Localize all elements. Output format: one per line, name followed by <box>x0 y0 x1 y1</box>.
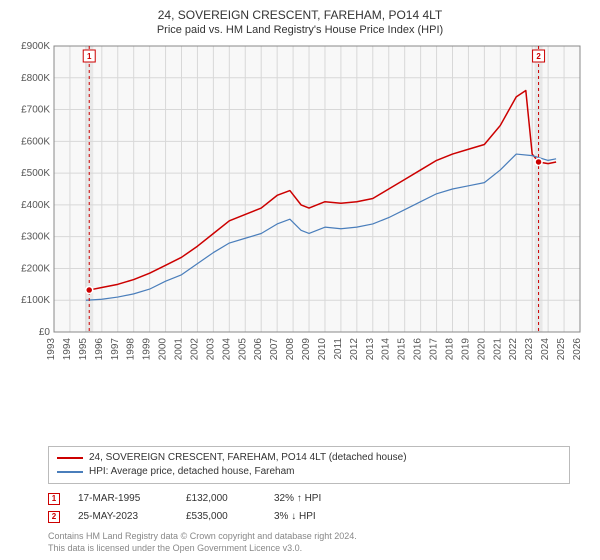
svg-text:1996: 1996 <box>94 338 105 361</box>
svg-text:2010: 2010 <box>317 338 328 361</box>
sale-date: 25-MAY-2023 <box>78 508 168 526</box>
svg-text:1994: 1994 <box>62 338 73 361</box>
svg-text:2022: 2022 <box>508 338 519 361</box>
svg-text:2000: 2000 <box>158 338 169 361</box>
svg-text:2015: 2015 <box>397 338 408 361</box>
sale-price: £132,000 <box>186 490 256 508</box>
attribution-line: This data is licensed under the Open Gov… <box>48 542 570 554</box>
svg-text:1995: 1995 <box>78 338 89 361</box>
line-chart: £0 £100K £200K £300K £400K £500K £600K £700K £80… <box>8 42 592 372</box>
svg-text:1: 1 <box>87 52 92 61</box>
svg-text:1999: 1999 <box>142 338 153 361</box>
svg-text:1997: 1997 <box>110 338 121 361</box>
svg-text:2004: 2004 <box>221 338 232 361</box>
svg-text:2002: 2002 <box>189 338 200 361</box>
svg-text:£500K: £500K <box>21 168 50 179</box>
sale-row: 2 25-MAY-2023 £535,000 3% ↓ HPI <box>48 508 570 526</box>
svg-text:2016: 2016 <box>413 338 424 361</box>
chart-title: 24, SOVEREIGN CRESCENT, FAREHAM, PO14 4L… <box>10 8 590 22</box>
svg-text:2014: 2014 <box>381 338 392 361</box>
svg-text:2011: 2011 <box>333 338 344 360</box>
svg-text:2019: 2019 <box>460 338 471 361</box>
sale-date: 17-MAR-1995 <box>78 490 168 508</box>
sales-table: 1 17-MAR-1995 £132,000 32% ↑ HPI 2 25-MA… <box>48 490 570 526</box>
legend-item: 24, SOVEREIGN CRESCENT, FAREHAM, PO14 4L… <box>57 451 561 465</box>
chart-subtitle: Price paid vs. HM Land Registry's House … <box>10 24 590 36</box>
sale-row: 1 17-MAR-1995 £132,000 32% ↑ HPI <box>48 490 570 508</box>
svg-text:2006: 2006 <box>253 338 264 361</box>
svg-text:£600K: £600K <box>21 136 50 147</box>
svg-text:1993: 1993 <box>46 338 57 361</box>
svg-text:2012: 2012 <box>349 338 360 361</box>
legend-label: HPI: Average price, detached house, Fare… <box>89 465 295 479</box>
svg-text:£300K: £300K <box>21 232 50 243</box>
svg-text:2021: 2021 <box>492 338 503 361</box>
svg-text:2008: 2008 <box>285 338 296 361</box>
svg-text:2020: 2020 <box>476 338 487 361</box>
svg-text:£800K: £800K <box>21 73 50 84</box>
svg-text:2005: 2005 <box>237 338 248 361</box>
svg-text:£700K: £700K <box>21 105 50 116</box>
attribution: Contains HM Land Registry data © Crown c… <box>48 530 570 554</box>
svg-text:2026: 2026 <box>572 338 583 361</box>
svg-text:2007: 2007 <box>269 338 280 361</box>
svg-text:2001: 2001 <box>174 338 185 361</box>
svg-text:2018: 2018 <box>444 338 455 361</box>
svg-text:1998: 1998 <box>126 338 137 361</box>
chart-area: £0 £100K £200K £300K £400K £500K £600K £700K £80… <box>8 42 592 442</box>
svg-text:£200K: £200K <box>21 263 50 274</box>
svg-text:£0: £0 <box>39 327 51 338</box>
svg-text:2009: 2009 <box>301 338 312 361</box>
svg-text:2017: 2017 <box>429 338 440 361</box>
legend-label: 24, SOVEREIGN CRESCENT, FAREHAM, PO14 4L… <box>89 451 407 465</box>
sale-price: £535,000 <box>186 508 256 526</box>
svg-text:£100K: £100K <box>21 295 50 306</box>
attribution-line: Contains HM Land Registry data © Crown c… <box>48 530 570 542</box>
legend-swatch <box>57 471 83 473</box>
sale-marker-icon: 2 <box>48 511 60 523</box>
legend: 24, SOVEREIGN CRESCENT, FAREHAM, PO14 4L… <box>48 446 570 484</box>
svg-text:2003: 2003 <box>205 338 216 361</box>
svg-text:2013: 2013 <box>365 338 376 361</box>
sale-delta: 3% ↓ HPI <box>274 508 354 526</box>
svg-text:2023: 2023 <box>524 338 535 361</box>
chart-header: 24, SOVEREIGN CRESCENT, FAREHAM, PO14 4L… <box>0 0 600 42</box>
sale-delta: 32% ↑ HPI <box>274 490 354 508</box>
svg-text:2024: 2024 <box>540 338 551 361</box>
svg-text:2025: 2025 <box>556 338 567 361</box>
legend-item: HPI: Average price, detached house, Fare… <box>57 465 561 479</box>
legend-swatch <box>57 457 83 459</box>
svg-text:£400K: £400K <box>21 200 50 211</box>
sale-marker-icon: 1 <box>48 493 60 505</box>
svg-text:£900K: £900K <box>21 42 50 52</box>
svg-text:2: 2 <box>536 52 541 61</box>
